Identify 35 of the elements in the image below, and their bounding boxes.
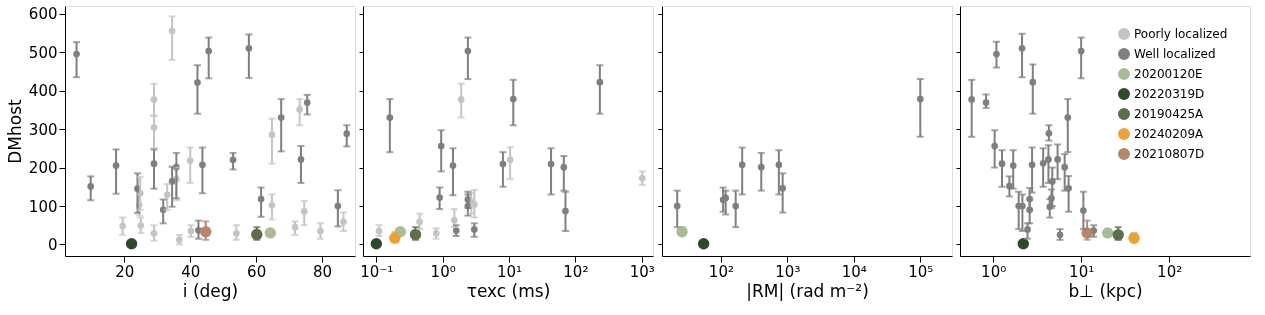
x-tick-label: 10⁴ [841,262,867,281]
y-tick-label: 500 [28,43,58,62]
x-tick-label: 10⁻¹ [360,262,394,281]
x-tick-label: 10¹ [496,262,523,281]
legend-label: 20240209A [1134,127,1205,141]
y-tick-label: 0 [47,235,58,254]
x-tick-label: 40 [181,262,201,281]
legend-label: Poorly localized [1134,27,1228,41]
x-tick-label: 10¹ [1069,262,1095,281]
x-tick-label: 10² [563,262,589,281]
x-tick-label: 10⁵ [908,262,934,281]
x-tick-label: 10³ [629,262,655,281]
legend-label: 20210807D [1134,147,1205,161]
x-tick-label: 60 [247,262,267,281]
legend-label: 20200120E [1134,67,1203,81]
x-axis-title: i (deg) [182,280,239,301]
x-tick-label: 10⁰ [981,262,1007,281]
x-tick-label: 10³ [775,262,801,281]
legend-label: 20220319D [1134,87,1205,101]
y-tick-label: 600 [28,5,58,24]
x-axis-title: τexc (ms) [466,280,551,301]
y-tick-label: 100 [28,197,58,216]
x-tick-label: 10² [708,262,734,281]
x-tick-label: 10⁰ [430,262,456,281]
y-tick-label: 300 [28,120,58,139]
y-tick-label: 200 [28,159,58,178]
x-tick-label: 80 [313,262,333,281]
y-axis-title: DMhost [4,98,25,164]
legend-label: 20190425A [1134,107,1205,121]
x-axis-title: |RM| (rad m⁻²) [746,280,869,301]
y-tick-label: 400 [28,82,58,101]
x-tick-label: 10² [1157,262,1183,281]
legend-label: Well localized [1134,47,1216,61]
x-tick-label: 20 [115,262,135,281]
x-axis-title: b⊥ (kpc) [1068,280,1143,301]
